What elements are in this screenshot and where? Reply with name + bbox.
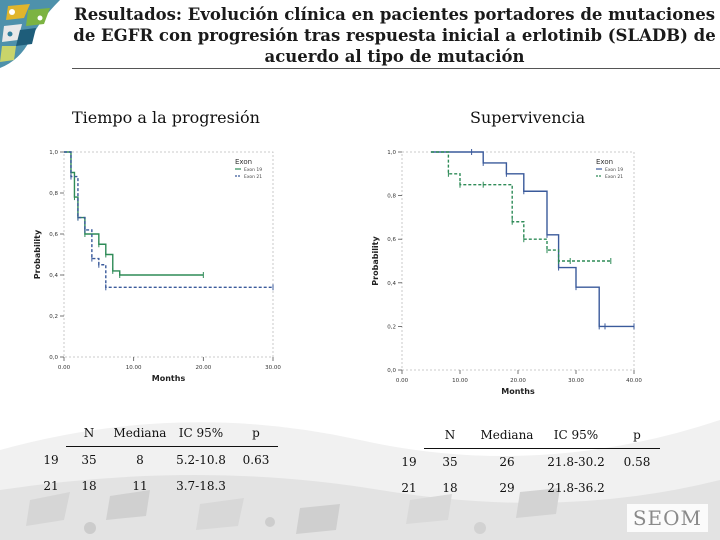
x-axis-label: Months xyxy=(501,387,535,396)
table-header-cell: N xyxy=(66,420,112,447)
table-cell: 19 xyxy=(43,452,59,467)
slide-title: Resultados: Evolución clínica en pacient… xyxy=(73,5,716,66)
table-row: 19 35 26 21.8-30.2 0.58 xyxy=(394,449,660,476)
y-axis-label: Probability xyxy=(371,236,380,286)
km-plot-progression: 0,0 0,2 0,4 0,6 0,8 1,0 0.00 10.00 20.00 30.00 Mon… xyxy=(28,142,283,397)
stats-table-progression: N Mediana IC 95% p 19 35 8 5.2-10.8 0.63 21 18 11 3.… xyxy=(36,420,278,499)
table-cell: 35 xyxy=(442,455,458,469)
table-header-cell: N xyxy=(424,422,476,449)
series-line-0 xyxy=(64,151,204,276)
table-cell: 21.8-30.2 xyxy=(547,455,605,469)
table-row: 21 18 29 21.8-36.2 xyxy=(394,475,660,501)
mosaic-decoration-bottom xyxy=(0,420,720,540)
table-cell: 29 xyxy=(499,481,515,495)
mosaic-decoration-top-left xyxy=(0,0,70,68)
y-tick-label: 0,2 xyxy=(387,324,396,330)
y-tick-label: 0,4 xyxy=(387,281,396,287)
table-header-cell xyxy=(394,422,424,449)
legend-title: Exon xyxy=(596,158,613,166)
table-row: 19 35 8 5.2-10.8 0.63 xyxy=(36,447,278,474)
table-header-cell xyxy=(36,420,66,447)
km-plot-survival: 0,0 0,2 0,4 0,6 0,8 1,0 0.00 10.00 20.00 30.00 40.… xyxy=(366,142,646,414)
table-cell: 21 xyxy=(401,481,417,495)
x-tick-label: 10.00 xyxy=(126,365,142,371)
subtitle-progression: Tiempo a la progresión xyxy=(72,108,260,127)
legend-entry: Exon 21 xyxy=(605,174,623,180)
x-tick-label: 0.00 xyxy=(58,365,71,371)
y-axis-label: Probability xyxy=(33,229,42,279)
x-axis-label: Months xyxy=(152,374,186,383)
table-cell xyxy=(234,473,278,499)
y-tick-label: 1,0 xyxy=(49,150,58,156)
x-tick-label: 0.00 xyxy=(396,378,409,384)
table-cell: 5.2-10.8 xyxy=(176,453,226,467)
table-header-row: N Mediana IC 95% p xyxy=(394,422,660,449)
table-header-cell: p xyxy=(234,420,278,447)
y-tick-label: 0,4 xyxy=(49,273,58,279)
x-tick-label: 40.00 xyxy=(626,378,642,384)
table-header-cell: IC 95% xyxy=(538,422,614,449)
title-divider xyxy=(72,68,720,69)
table-header-cell: p xyxy=(614,422,660,449)
seom-logo: SEOM xyxy=(626,504,708,532)
table-header-cell: Mediana xyxy=(476,422,538,449)
y-tick-label: 0,6 xyxy=(387,237,396,243)
x-tick-label: 30.00 xyxy=(265,365,281,371)
series-line-0 xyxy=(431,151,634,328)
series-line-1 xyxy=(64,151,273,288)
x-tick-label: 20.00 xyxy=(195,365,211,371)
y-tick-label: 0,6 xyxy=(49,232,58,238)
table-cell: 11 xyxy=(132,479,148,493)
x-tick-label: 10.00 xyxy=(452,378,468,384)
table-cell: 21.8-36.2 xyxy=(547,481,605,495)
y-tick-label: 1,0 xyxy=(387,150,396,156)
stats-table-survival: N Mediana IC 95% p 19 35 26 21.8-30.2 0.58 21 18 29… xyxy=(394,422,660,501)
table-header-cell: IC 95% xyxy=(168,420,234,447)
table-cell: 8 xyxy=(136,453,144,467)
table-cell: 0.58 xyxy=(623,455,651,469)
plot-area xyxy=(63,151,274,358)
legend-entry: Exon 19 xyxy=(605,167,623,173)
subtitle-survival: Supervivencia xyxy=(470,108,586,127)
table-cell: 21 xyxy=(43,479,59,493)
table-cell: 19 xyxy=(401,454,417,469)
x-tick-label: 20.00 xyxy=(510,378,526,384)
table-cell: 3.7-18.3 xyxy=(176,479,226,493)
legend-entry: Exon 21 xyxy=(244,174,262,180)
table-cell: 18 xyxy=(81,479,97,493)
table-cell: 0.63 xyxy=(242,453,270,467)
legend-title: Exon xyxy=(235,158,252,166)
y-tick-label: 0,8 xyxy=(49,191,58,197)
y-tick-label: 0,0 xyxy=(387,368,396,374)
y-tick-label: 0,8 xyxy=(387,194,396,200)
legend-entry: Exon 19 xyxy=(244,167,262,173)
table-row: 21 18 11 3.7-18.3 xyxy=(36,473,278,499)
table-cell xyxy=(614,475,660,501)
y-tick-label: 0,0 xyxy=(49,355,58,361)
table-header-cell: Mediana xyxy=(112,420,168,447)
table-cell: 18 xyxy=(442,481,458,495)
y-tick-label: 0,2 xyxy=(49,314,58,320)
table-header-row: N Mediana IC 95% p xyxy=(36,420,278,447)
x-tick-label: 30.00 xyxy=(568,378,584,384)
table-cell: 35 xyxy=(81,453,97,467)
table-cell: 26 xyxy=(499,455,515,469)
series-line-1 xyxy=(431,151,611,262)
